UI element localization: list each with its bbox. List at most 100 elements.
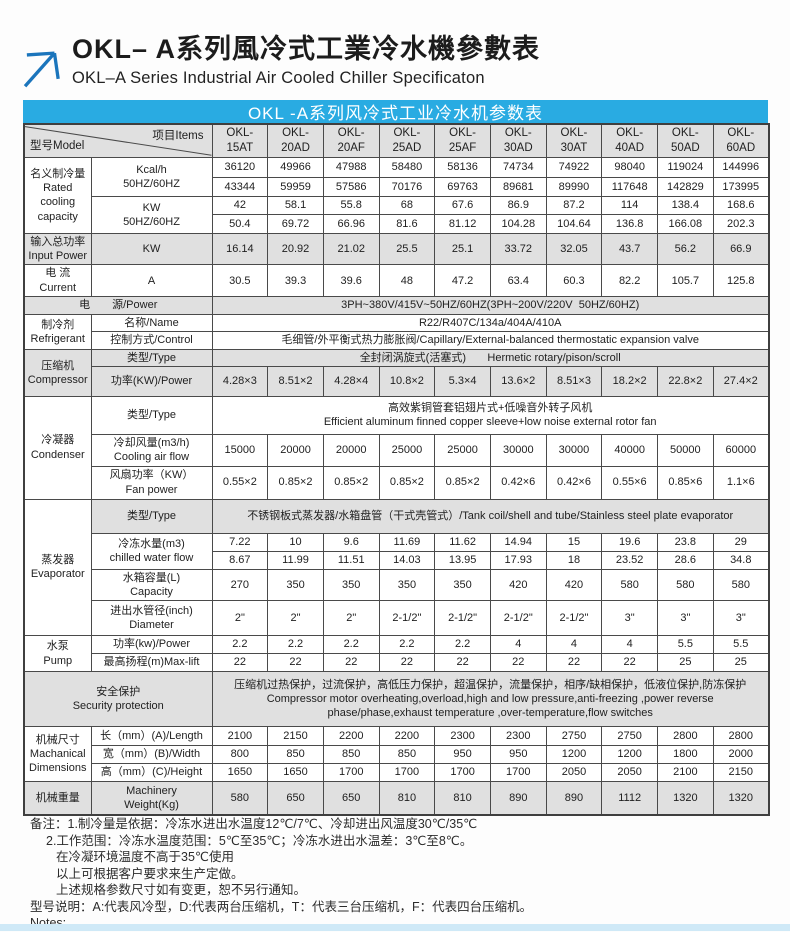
model-header-cell: OKL- 25AD	[378, 123, 436, 158]
row-label-cell: 机械重量	[23, 781, 92, 816]
value-cell: 11.51	[322, 550, 380, 570]
value-cell: 毛细管/外平衡式热力膨胀阀/Capillary/External-balance…	[211, 331, 770, 350]
value-cell: 850	[378, 745, 436, 765]
value-cell: 104.28	[489, 213, 547, 234]
value-cell: 1.1×6	[712, 465, 770, 500]
value-cell: 33.72	[489, 232, 547, 266]
model-header-cell: OKL- 20AD	[267, 123, 324, 158]
value-cell: 2"	[322, 600, 380, 637]
value-cell: 18.2×2	[601, 365, 658, 397]
value-cell: 69763	[434, 176, 491, 197]
value-cell: 1700	[378, 763, 436, 783]
value-cell: 74922	[545, 156, 603, 178]
value-cell: 0.55×2	[211, 465, 269, 500]
model-header-cell: OKL- 15AT	[211, 123, 269, 158]
value-cell: 47.2	[434, 264, 491, 298]
spec-table-container: OKL -A系列风冷式工业冷水机参数表 型号Model 项目Items OKL- 1…	[23, 100, 770, 816]
row-label-cell: 蒸发器 Evaporator	[23, 498, 92, 637]
row-label-cell: 冷冻水量(m3) chilled water flow	[90, 532, 213, 570]
model-header-cell: OKL- 30AT	[545, 123, 603, 158]
value-cell: 全封闭涡旋式(活塞式) Hermetic rotary/pison/scroll	[211, 348, 770, 367]
value-cell: R22/R407C/134a/404A/410A	[211, 314, 770, 333]
value-cell: 23.8	[657, 532, 714, 552]
value-cell: 68	[378, 195, 436, 215]
value-cell: 8.67	[211, 550, 269, 570]
value-cell: 1320	[712, 781, 770, 816]
value-cell: 1320	[657, 781, 714, 816]
value-cell: 202.3	[712, 213, 770, 234]
value-cell: 136.8	[601, 213, 658, 234]
value-cell: 25000	[434, 433, 491, 467]
row-label-cell: 制冷剂 Refrigerant	[23, 314, 92, 350]
value-cell: 0.85×2	[322, 465, 380, 500]
value-cell: 1650	[267, 763, 324, 783]
value-cell: 0.85×2	[434, 465, 491, 500]
value-cell: 8.51×3	[545, 365, 603, 397]
value-cell: 2-1/2"	[434, 600, 491, 637]
value-cell: 高效紫铜管套铝翅片式+低噪音外转子风机 Efficient aluminum f…	[211, 395, 770, 435]
row-label-cell: 冷却风量(m3/h) Cooling air flow	[90, 433, 213, 467]
value-cell: 89990	[545, 176, 603, 197]
row-label-cell: 水箱容量(L) Capacity	[90, 568, 213, 602]
value-cell: 22	[601, 653, 658, 673]
row-label-cell: 类型/Type	[90, 498, 213, 534]
value-cell: 3"	[657, 600, 714, 637]
corner-model-label: 型号Model	[30, 139, 85, 152]
model-header-cell: OKL- 40AD	[601, 123, 658, 158]
value-cell: 27.4×2	[712, 365, 770, 397]
value-cell: 850	[322, 745, 380, 765]
row-label-cell: KW	[90, 232, 213, 266]
note-line: 2.工作范围：冷冻水温度范围：5℃至35℃；冷冻水进出水温差：3℃至8℃。	[46, 833, 473, 848]
value-cell: 81.12	[434, 213, 491, 234]
value-cell: 0.85×2	[267, 465, 324, 500]
value-cell: 98040	[601, 156, 658, 178]
value-cell: 22	[378, 653, 436, 673]
value-cell: 270	[211, 568, 269, 602]
value-cell: 82.2	[601, 264, 658, 298]
value-cell: 9.6	[322, 532, 380, 552]
value-cell: 60.3	[545, 264, 603, 298]
value-cell: 2"	[267, 600, 324, 637]
value-cell: 13.95	[434, 550, 491, 570]
value-cell: 74734	[489, 156, 547, 178]
value-cell: 580	[712, 568, 770, 602]
row-label-cell: 类型/Type	[90, 395, 213, 435]
value-cell: 650	[267, 781, 324, 816]
value-cell: 2.2	[434, 635, 491, 655]
value-cell: 2-1/2"	[545, 600, 603, 637]
value-cell: 15	[545, 532, 603, 552]
value-cell: 69.72	[267, 213, 324, 234]
value-cell: 2050	[601, 763, 658, 783]
value-cell: 0.55×6	[601, 465, 658, 500]
value-cell: 5.5	[657, 635, 714, 655]
row-label-cell: 电 源/Power	[23, 296, 213, 316]
model-header-cell: OKL- 25AF	[434, 123, 491, 158]
value-cell: 81.6	[378, 213, 436, 234]
value-cell: 25	[712, 653, 770, 673]
row-label-cell: 冷凝器 Condenser	[23, 395, 92, 500]
row-label-cell: 高（mm）(C)/Height	[90, 763, 213, 783]
value-cell: 2300	[489, 726, 547, 747]
note-line: 备注：1.制冷量是依据：冷冻水进出水温度12℃/7℃、冷却进出风温度30℃/35…	[30, 817, 478, 831]
row-label-cell: Kcal/h 50HZ/60HZ	[90, 156, 213, 197]
value-cell: 22	[489, 653, 547, 673]
value-cell: 2300	[434, 726, 491, 747]
value-cell: 10.8×2	[378, 365, 436, 397]
value-cell: 350	[378, 568, 436, 602]
value-cell: 30.5	[211, 264, 269, 298]
value-cell: 17.93	[489, 550, 547, 570]
row-label-cell: 安全保护 Security protection	[23, 671, 213, 728]
value-cell: 57586	[322, 176, 380, 197]
value-cell: 43344	[211, 176, 269, 197]
value-cell: 2750	[601, 726, 658, 747]
value-cell: 86.9	[489, 195, 547, 215]
value-cell: 1700	[489, 763, 547, 783]
row-label-cell: 水泵 Pump	[23, 635, 92, 673]
value-cell: 43.7	[601, 232, 658, 266]
value-cell: 19.6	[601, 532, 658, 552]
value-cell: 20000	[322, 433, 380, 467]
value-cell: 21.02	[322, 232, 380, 266]
value-cell: 125.8	[712, 264, 770, 298]
value-cell: 58.1	[267, 195, 324, 215]
value-cell: 8.51×2	[267, 365, 324, 397]
